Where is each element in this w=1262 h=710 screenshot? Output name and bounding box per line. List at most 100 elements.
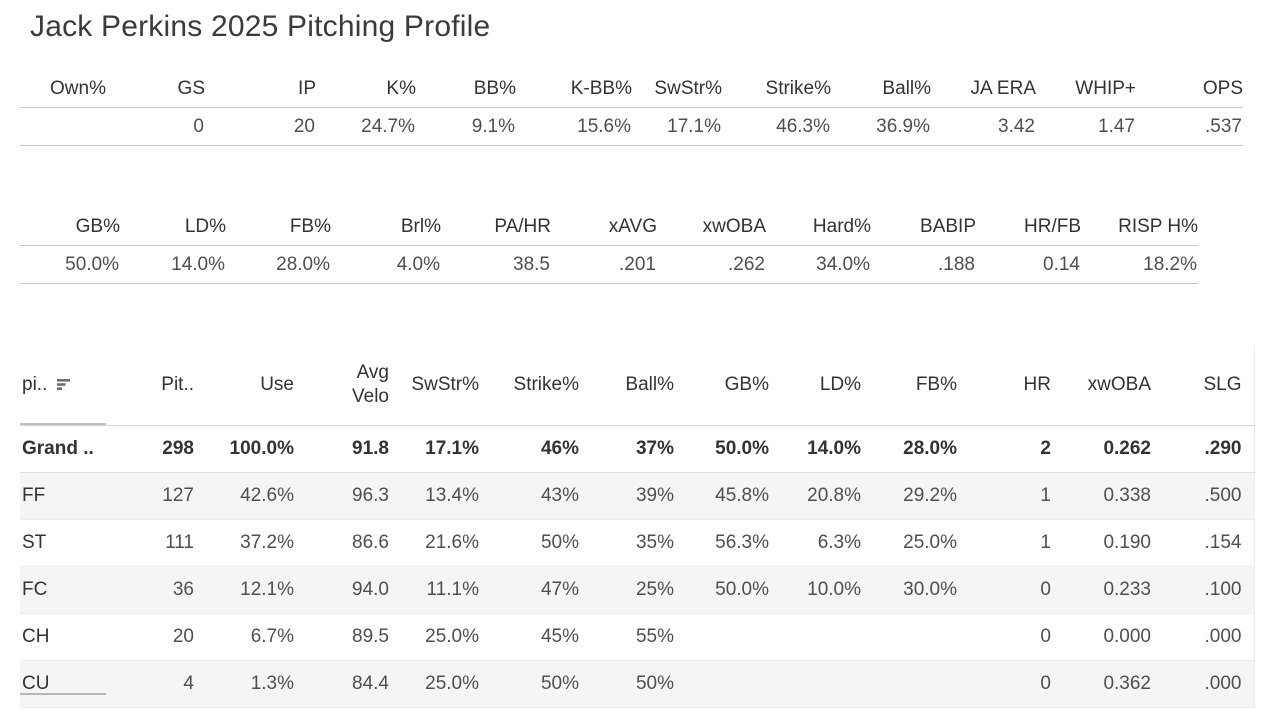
cell-fb[interactable]: 29.2%	[862, 472, 958, 520]
cell-hr[interactable]: 0	[958, 613, 1052, 661]
cell-slg[interactable]: .154	[1152, 519, 1254, 567]
sort-descending-icon[interactable]	[57, 378, 72, 391]
cell-hr[interactable]: 0	[958, 566, 1052, 614]
cell-use[interactable]: 42.6%	[195, 472, 295, 520]
column-header-strike[interactable]: Strike%	[722, 73, 831, 108]
cell-ld[interactable]: 14.0%	[770, 425, 862, 473]
cell-ld[interactable]: 20.8%	[770, 472, 862, 520]
cell-xwoba[interactable]: .262	[657, 245, 766, 284]
column-header-hr[interactable]: HR	[958, 345, 1052, 426]
column-header-k-bb[interactable]: K-BB%	[516, 73, 632, 108]
cell-use[interactable]: 1.3%	[195, 660, 295, 708]
cell-babip[interactable]: .188	[871, 245, 976, 284]
column-header-hard[interactable]: Hard%	[766, 211, 871, 246]
cell-swstr[interactable]: 13.4%	[390, 472, 480, 520]
cell-xwoba[interactable]: 0.338	[1052, 472, 1152, 520]
cell-slg[interactable]: .290	[1152, 425, 1254, 473]
column-header-ball[interactable]: Ball%	[831, 73, 931, 108]
column-header-strike[interactable]: Strike%	[480, 345, 580, 426]
column-header-pit[interactable]: Pit..	[105, 345, 195, 426]
cell-bb[interactable]: 9.1%	[416, 107, 516, 146]
cell-xwoba[interactable]: 0.000	[1052, 613, 1152, 661]
cell-pit[interactable]: 298	[105, 425, 195, 473]
cell-avg-velo[interactable]: 91.8	[295, 425, 390, 473]
cell-fb[interactable]: 28.0%	[226, 245, 331, 284]
cell-ball[interactable]: 50%	[580, 660, 675, 708]
cell-ld[interactable]: 6.3%	[770, 519, 862, 567]
row-header-ch[interactable]: CH	[20, 613, 105, 661]
cell-ld[interactable]: 14.0%	[120, 245, 226, 284]
cell-use[interactable]: 100.0%	[195, 425, 295, 473]
cell-ball[interactable]: 39%	[580, 472, 675, 520]
cell-gb[interactable]: 50.0%	[675, 566, 770, 614]
cell-ball[interactable]: 35%	[580, 519, 675, 567]
cell-pit[interactable]: 20	[105, 613, 195, 661]
column-header-xwoba[interactable]: xwOBA	[1052, 345, 1152, 426]
cell-strike[interactable]: 46.3%	[722, 107, 831, 146]
cell-strike[interactable]: 46%	[480, 425, 580, 473]
cell-avg-velo[interactable]: 94.0	[295, 566, 390, 614]
cell-ball[interactable]: 37%	[580, 425, 675, 473]
cell-brl[interactable]: 4.0%	[331, 245, 441, 284]
cell-avg-velo[interactable]: 96.3	[295, 472, 390, 520]
column-header-ld[interactable]: LD%	[770, 345, 862, 426]
column-header-k[interactable]: K%	[316, 73, 416, 108]
cell-pit[interactable]: 111	[105, 519, 195, 567]
column-header-gb[interactable]: GB%	[675, 345, 770, 426]
column-header-pi[interactable]: pi..	[20, 345, 105, 426]
cell-slg[interactable]: .000	[1152, 660, 1254, 708]
cell-avg-velo[interactable]: 89.5	[295, 613, 390, 661]
cell-slg[interactable]: .100	[1152, 566, 1254, 614]
column-header-swstr[interactable]: SwStr%	[390, 345, 480, 426]
row-header-ff[interactable]: FF	[20, 472, 105, 520]
column-header-xavg[interactable]: xAVG	[551, 211, 657, 246]
cell-avg-velo[interactable]: 86.6	[295, 519, 390, 567]
cell-swstr[interactable]: 17.1%	[390, 425, 480, 473]
cell-k-bb[interactable]: 15.6%	[516, 107, 632, 146]
row-header-st[interactable]: ST	[20, 519, 105, 567]
column-header-risp-h[interactable]: RISP H%	[1081, 211, 1198, 246]
cell-xwoba[interactable]: 0.190	[1052, 519, 1152, 567]
cell-strike[interactable]: 50%	[480, 519, 580, 567]
cell-xavg[interactable]: .201	[551, 245, 657, 284]
cell-slg[interactable]: .500	[1152, 472, 1254, 520]
cell-xwoba[interactable]: 0.233	[1052, 566, 1152, 614]
column-header-bb[interactable]: BB%	[416, 73, 516, 108]
cell-ld[interactable]: 10.0%	[770, 566, 862, 614]
column-header-own[interactable]: Own%	[20, 73, 106, 108]
cell-fb[interactable]: 30.0%	[862, 566, 958, 614]
cell-swstr[interactable]: 21.6%	[390, 519, 480, 567]
column-header-ops[interactable]: OPS	[1136, 73, 1243, 108]
cell-use[interactable]: 12.1%	[195, 566, 295, 614]
column-header-ip[interactable]: IP	[205, 73, 316, 108]
cell-xwoba[interactable]: 0.362	[1052, 660, 1152, 708]
cell-swstr[interactable]: 25.0%	[390, 613, 480, 661]
row-header-grand[interactable]: Grand ..	[20, 425, 105, 473]
column-header-ld[interactable]: LD%	[120, 211, 226, 246]
row-header-cu[interactable]: CU	[20, 660, 105, 708]
cell-k[interactable]: 24.7%	[316, 107, 416, 146]
cell-use[interactable]: 37.2%	[195, 519, 295, 567]
cell-fb[interactable]: 25.0%	[862, 519, 958, 567]
cell-slg[interactable]: .000	[1152, 613, 1254, 661]
column-header-xwoba[interactable]: xwOBA	[657, 211, 766, 246]
column-header-whip[interactable]: WHIP+	[1036, 73, 1136, 108]
cell-swstr[interactable]: 11.1%	[390, 566, 480, 614]
cell-use[interactable]: 6.7%	[195, 613, 295, 661]
cell-swstr[interactable]: 17.1%	[632, 107, 722, 146]
cell-gs[interactable]: 0	[106, 107, 205, 146]
cell-gb[interactable]: 50.0%	[675, 425, 770, 473]
cell-ball[interactable]: 25%	[580, 566, 675, 614]
cell-gb[interactable]: 56.3%	[675, 519, 770, 567]
column-header-babip[interactable]: BABIP	[871, 211, 976, 246]
cell-strike[interactable]: 47%	[480, 566, 580, 614]
cell-risp-h[interactable]: 18.2%	[1081, 245, 1198, 284]
cell-pit[interactable]: 127	[105, 472, 195, 520]
cell-strike[interactable]: 50%	[480, 660, 580, 708]
cell-hr[interactable]: 1	[958, 519, 1052, 567]
cell-strike[interactable]: 45%	[480, 613, 580, 661]
cell-ip[interactable]: 20	[205, 107, 316, 146]
cell-hard[interactable]: 34.0%	[766, 245, 871, 284]
cell-ops[interactable]: .537	[1136, 107, 1243, 146]
column-header-ball[interactable]: Ball%	[580, 345, 675, 426]
